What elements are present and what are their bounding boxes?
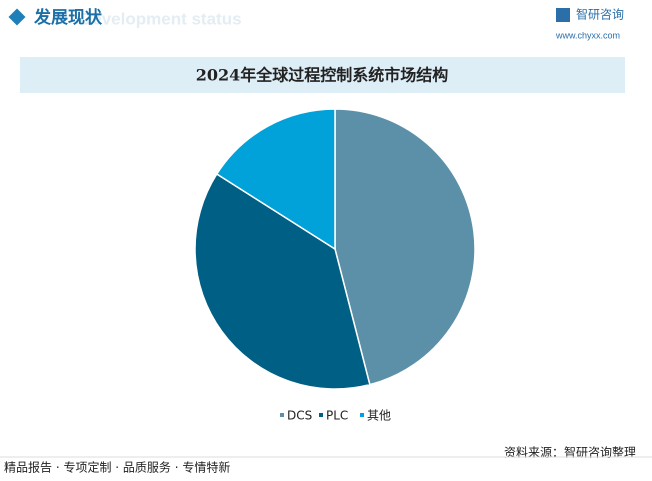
source: 资料来源：智研咨询整理 bbox=[504, 445, 636, 460]
legend-swatch bbox=[280, 413, 284, 417]
pie-slice bbox=[215, 108, 336, 251]
legend-label: 其他 bbox=[367, 409, 391, 423]
title-bar bbox=[20, 57, 625, 93]
pie-slice bbox=[194, 172, 371, 390]
header-title: 发展现状 bbox=[33, 7, 103, 28]
logo: 智研咨询 bbox=[576, 7, 624, 22]
url: www.chyxx.com bbox=[555, 30, 620, 40]
legend-label: DCS bbox=[287, 409, 312, 423]
header-subtitle: Development status bbox=[80, 9, 242, 28]
chart-title: 2024年全球过程控制系统市场结构 bbox=[196, 66, 449, 85]
pie-slice bbox=[334, 108, 476, 386]
footer: 精品报告 · 专项定制 · 品质服务 · 专情特新 bbox=[4, 460, 230, 475]
header-icon bbox=[8, 8, 26, 26]
legend-label: PLC bbox=[326, 409, 348, 423]
logo-icon bbox=[556, 8, 570, 22]
legend-swatch bbox=[360, 413, 364, 417]
legend-swatch bbox=[319, 413, 323, 417]
